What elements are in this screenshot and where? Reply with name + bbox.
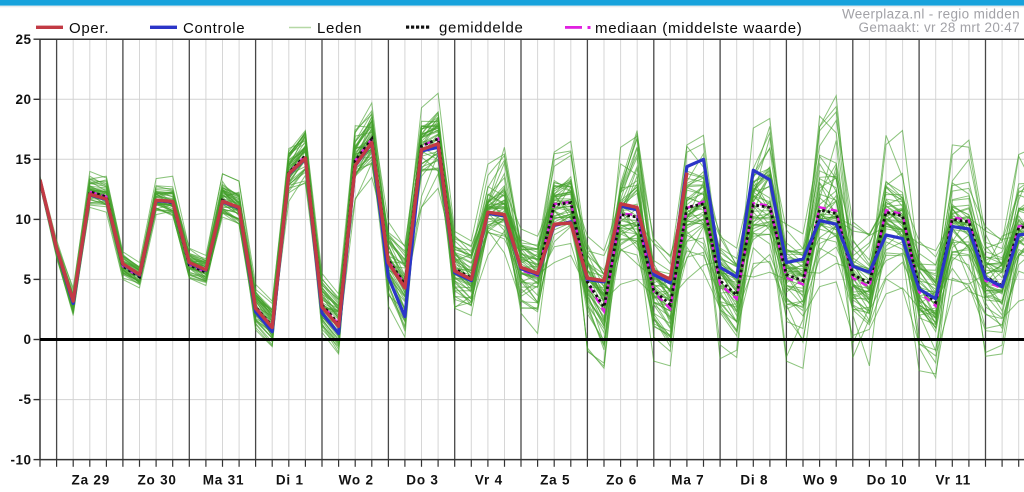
svg-text:Di 1: Di 1 — [276, 473, 304, 488]
svg-text:-5: -5 — [18, 392, 31, 407]
svg-text:Do 3: Do 3 — [406, 473, 438, 488]
svg-text:mediaan (middelste waarde): mediaan (middelste waarde) — [595, 20, 802, 37]
svg-text:Gemaakt: vr 28 mrt 20:47: Gemaakt: vr 28 mrt 20:47 — [859, 20, 1020, 35]
svg-text:Leden: Leden — [317, 20, 362, 37]
svg-text:Za 29: Za 29 — [72, 473, 111, 488]
svg-text:0: 0 — [23, 332, 31, 347]
svg-text:Vr 11: Vr 11 — [936, 473, 972, 488]
svg-text:Oper.: Oper. — [69, 20, 109, 37]
svg-text:gemiddelde: gemiddelde — [439, 20, 524, 37]
svg-text:-10: -10 — [10, 452, 31, 467]
svg-text:25: 25 — [15, 32, 31, 47]
svg-text:Controle: Controle — [183, 20, 245, 37]
svg-text:5: 5 — [23, 272, 31, 287]
svg-text:10: 10 — [15, 212, 31, 227]
svg-text:20: 20 — [15, 92, 31, 107]
svg-text:Weerplaza.nl - regio midden: Weerplaza.nl - regio midden — [842, 7, 1020, 22]
svg-text:Vr 4: Vr 4 — [475, 473, 503, 488]
svg-text:Zo 6: Zo 6 — [606, 473, 637, 488]
svg-text:Wo 9: Wo 9 — [803, 473, 838, 488]
svg-text:Za 5: Za 5 — [540, 473, 570, 488]
svg-text:Zo 30: Zo 30 — [137, 473, 176, 488]
svg-text:15: 15 — [15, 152, 31, 167]
svg-text:Do 10: Do 10 — [867, 473, 908, 488]
svg-text:Ma 31: Ma 31 — [203, 473, 245, 488]
svg-text:Di 8: Di 8 — [740, 473, 768, 488]
svg-text:Wo 2: Wo 2 — [339, 473, 374, 488]
svg-text:Ma 7: Ma 7 — [671, 473, 704, 488]
